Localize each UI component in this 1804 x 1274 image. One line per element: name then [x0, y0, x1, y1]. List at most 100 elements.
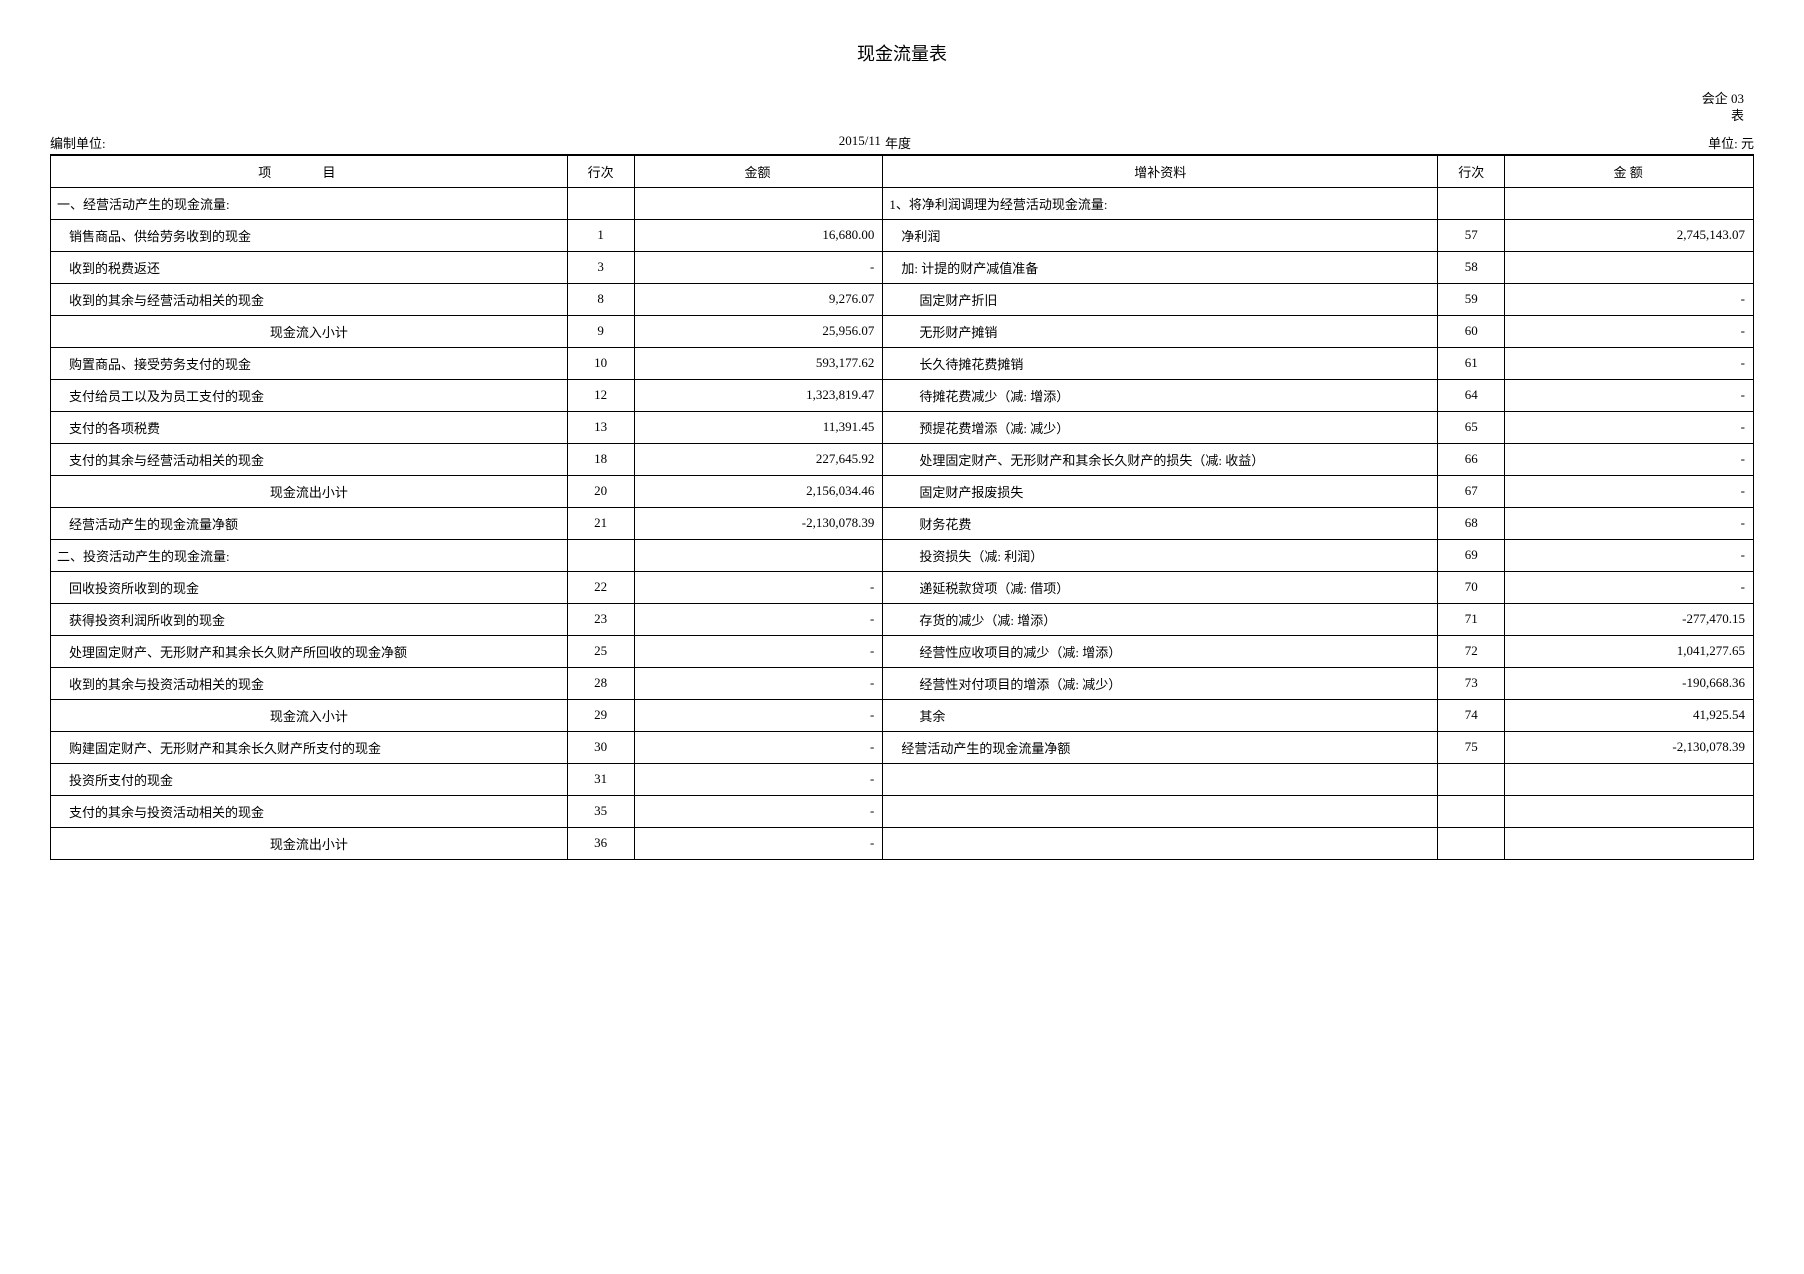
col-header-right-amt: 金 额: [1505, 155, 1754, 187]
left-amount-cell: -: [634, 827, 883, 859]
unit-label: 单位: 元: [1055, 133, 1754, 152]
right-amount-cell: -2,130,078.39: [1505, 731, 1754, 763]
left-amount-cell: -2,130,078.39: [634, 507, 883, 539]
table-row: 收到的其余与投资活动相关的现金28-经营性对付项目的增添（减: 减少）73-19…: [51, 667, 1754, 699]
right-line-cell: 66: [1438, 443, 1505, 475]
left-item-cell: 支付的其余与投资活动相关的现金: [51, 795, 568, 827]
right-line-cell: 67: [1438, 475, 1505, 507]
right-item-cell: 投资损失（减: 利润）: [883, 539, 1438, 571]
left-item-cell: 支付给员工以及为员工支付的现金: [51, 379, 568, 411]
right-item-cell: [883, 795, 1438, 827]
left-amount-cell: 1,323,819.47: [634, 379, 883, 411]
right-item-cell: 无形财产摊销: [883, 315, 1438, 347]
left-item-cell: 现金流入小计: [51, 315, 568, 347]
form-code: 会企 03 表: [50, 91, 1754, 125]
left-line-cell: [567, 539, 634, 571]
left-item-cell: 收到的其余与经营活动相关的现金: [51, 283, 568, 315]
left-amount-cell: 2,156,034.46: [634, 475, 883, 507]
org-label: 编制单位:: [50, 133, 715, 152]
report-title: 现金流量表: [50, 40, 1754, 66]
right-item-cell: 待摊花费减少（减: 增添）: [883, 379, 1438, 411]
right-amount-cell: -: [1505, 347, 1754, 379]
table-header-row: 项 目 行次 金额 增补资料 行次 金 额: [51, 155, 1754, 187]
col-header-left-amt: 金额: [634, 155, 883, 187]
left-item-cell: 支付的各项税费: [51, 411, 568, 443]
right-item-cell: 处理固定财产、无形财产和其余长久财产的损失（减: 收益）: [883, 443, 1438, 475]
right-item-cell: 固定财产报废损失: [883, 475, 1438, 507]
left-amount-cell: -: [634, 795, 883, 827]
right-line-cell: 64: [1438, 379, 1505, 411]
left-line-cell: 10: [567, 347, 634, 379]
left-amount-cell: [634, 539, 883, 571]
left-amount-cell: -: [634, 571, 883, 603]
right-line-cell: [1438, 187, 1505, 219]
right-line-cell: [1438, 827, 1505, 859]
left-line-cell: 29: [567, 699, 634, 731]
cashflow-table: 项 目 行次 金额 增补资料 行次 金 额 一、经营活动产生的现金流量:1、将净…: [50, 155, 1754, 860]
left-item-cell: 获得投资利润所收到的现金: [51, 603, 568, 635]
right-amount-cell: -: [1505, 315, 1754, 347]
right-amount-cell: [1505, 763, 1754, 795]
col-header-right-item: 增补资料: [883, 155, 1438, 187]
left-line-cell: 35: [567, 795, 634, 827]
right-amount-cell: -: [1505, 475, 1754, 507]
right-amount-cell: -: [1505, 539, 1754, 571]
period: 2015/11: [715, 133, 885, 152]
right-line-cell: 65: [1438, 411, 1505, 443]
left-line-cell: 8: [567, 283, 634, 315]
left-amount-cell: 593,177.62: [634, 347, 883, 379]
right-line-cell: 68: [1438, 507, 1505, 539]
left-amount-cell: 9,276.07: [634, 283, 883, 315]
col-header-left-line: 行次: [567, 155, 634, 187]
left-amount-cell: 25,956.07: [634, 315, 883, 347]
right-amount-cell: [1505, 795, 1754, 827]
right-item-cell: 财务花费: [883, 507, 1438, 539]
right-item-cell: 1、将净利润调理为经营活动现金流量:: [883, 187, 1438, 219]
right-item-cell: 净利润: [883, 219, 1438, 251]
right-line-cell: 58: [1438, 251, 1505, 283]
left-line-cell: 25: [567, 635, 634, 667]
left-line-cell: 1: [567, 219, 634, 251]
left-amount-cell: [634, 187, 883, 219]
left-amount-cell: -: [634, 763, 883, 795]
right-amount-cell: -: [1505, 443, 1754, 475]
left-item-cell: 回收投资所收到的现金: [51, 571, 568, 603]
left-item-cell: 现金流入小计: [51, 699, 568, 731]
right-item-cell: 经营性应收项目的减少（减: 增添）: [883, 635, 1438, 667]
left-item-cell: 经营活动产生的现金流量净额: [51, 507, 568, 539]
left-item-cell: 现金流出小计: [51, 827, 568, 859]
col-header-right-line: 行次: [1438, 155, 1505, 187]
right-line-cell: 71: [1438, 603, 1505, 635]
table-row: 支付的其余与投资活动相关的现金35-: [51, 795, 1754, 827]
table-row: 现金流入小计29-其余7441,925.54: [51, 699, 1754, 731]
right-item-cell: 存货的减少（减: 增添）: [883, 603, 1438, 635]
right-amount-cell: -: [1505, 379, 1754, 411]
right-item-cell: [883, 827, 1438, 859]
form-code-line1: 会企 03: [1702, 91, 1744, 106]
left-item-cell: 收到的税费返还: [51, 251, 568, 283]
left-line-cell: [567, 187, 634, 219]
table-row: 处理固定财产、无形财产和其余长久财产所回收的现金净额25-经营性应收项目的减少（…: [51, 635, 1754, 667]
table-row: 投资所支付的现金31-: [51, 763, 1754, 795]
table-row: 现金流出小计202,156,034.46固定财产报废损失67-: [51, 475, 1754, 507]
right-amount-cell: [1505, 187, 1754, 219]
left-line-cell: 20: [567, 475, 634, 507]
right-line-cell: 57: [1438, 219, 1505, 251]
right-item-cell: 加: 计提的财产减值准备: [883, 251, 1438, 283]
table-row: 一、经营活动产生的现金流量:1、将净利润调理为经营活动现金流量:: [51, 187, 1754, 219]
left-item-cell: 现金流出小计: [51, 475, 568, 507]
period-suffix: 年度: [885, 133, 1055, 152]
table-row: 购置商品、接受劳务支付的现金10593,177.62长久待摊花费摊销61-: [51, 347, 1754, 379]
right-amount-cell: -: [1505, 507, 1754, 539]
right-line-cell: 59: [1438, 283, 1505, 315]
left-line-cell: 21: [567, 507, 634, 539]
left-item-cell: 销售商品、供给劳务收到的现金: [51, 219, 568, 251]
table-row: 收到的税费返还3-加: 计提的财产减值准备58: [51, 251, 1754, 283]
left-amount-cell: 11,391.45: [634, 411, 883, 443]
left-line-cell: 36: [567, 827, 634, 859]
left-line-cell: 13: [567, 411, 634, 443]
right-line-cell: 73: [1438, 667, 1505, 699]
right-amount-cell: -: [1505, 411, 1754, 443]
table-row: 支付给员工以及为员工支付的现金121,323,819.47待摊花费减少（减: 增…: [51, 379, 1754, 411]
left-amount-cell: 227,645.92: [634, 443, 883, 475]
